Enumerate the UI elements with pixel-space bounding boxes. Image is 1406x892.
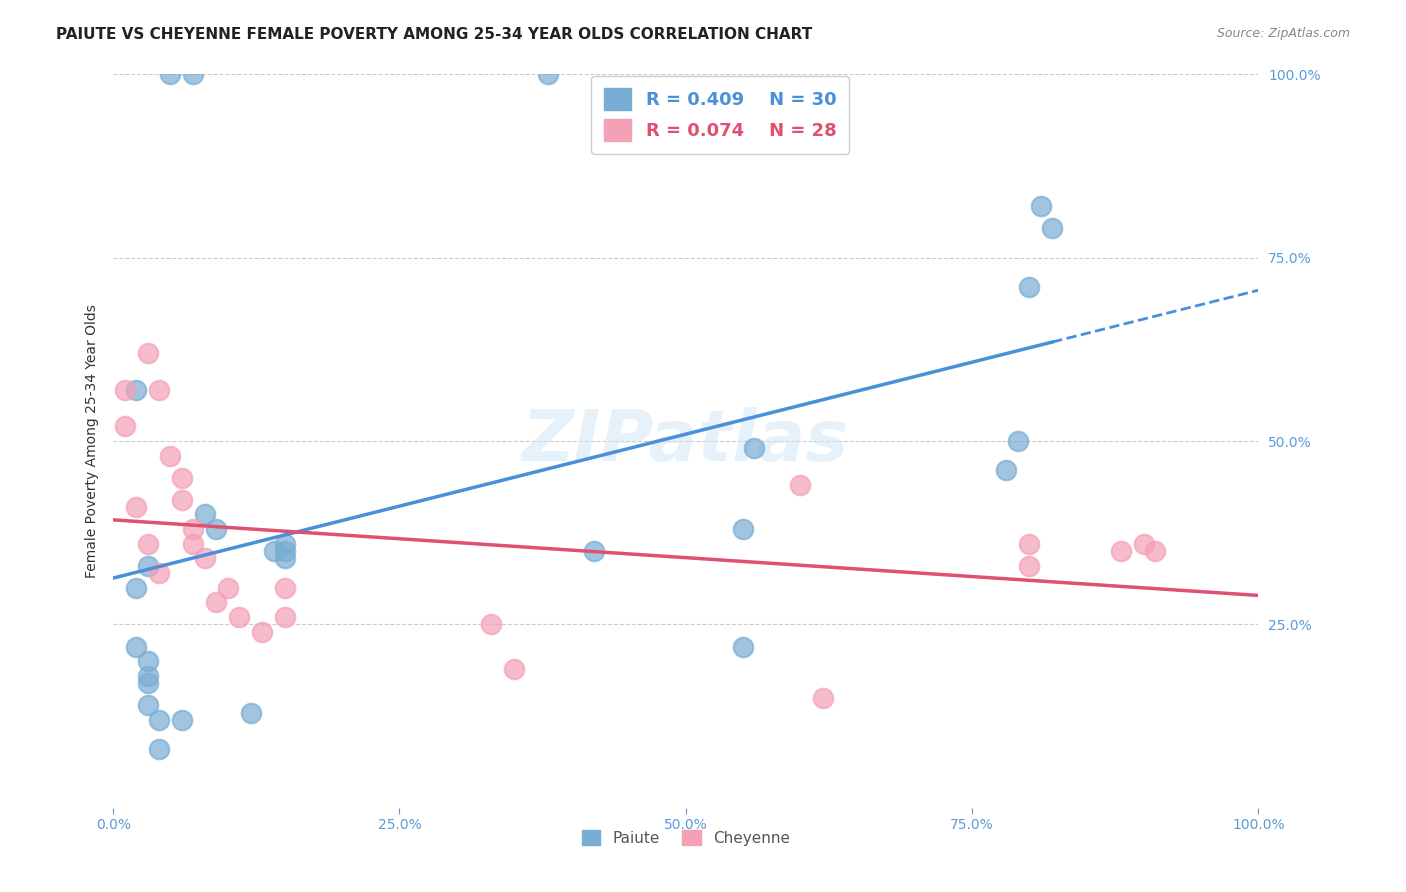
Point <box>1040 221 1063 235</box>
Point <box>274 610 297 624</box>
Point <box>159 449 181 463</box>
Point <box>194 508 217 522</box>
Point <box>114 383 136 397</box>
Point <box>537 67 560 81</box>
Point <box>136 654 159 668</box>
Point <box>148 742 170 756</box>
Point <box>114 419 136 434</box>
Point <box>1029 199 1052 213</box>
Point <box>125 640 148 654</box>
Point <box>194 551 217 566</box>
Point <box>250 624 273 639</box>
Point <box>1007 434 1029 448</box>
Point <box>136 669 159 683</box>
Point <box>170 713 193 727</box>
Text: ZIPatlas: ZIPatlas <box>522 407 849 475</box>
Point <box>205 595 228 609</box>
Point <box>744 442 766 456</box>
Point <box>789 478 811 492</box>
Point <box>136 558 159 573</box>
Point <box>239 706 262 720</box>
Legend: R = 0.409    N = 30, R = 0.074    N = 28: R = 0.409 N = 30, R = 0.074 N = 28 <box>592 76 849 154</box>
Point <box>148 566 170 581</box>
Point <box>228 610 250 624</box>
Point <box>1018 537 1040 551</box>
Point <box>136 346 159 360</box>
Point <box>1144 544 1167 558</box>
Point <box>217 581 239 595</box>
Point <box>136 676 159 690</box>
Point <box>136 698 159 713</box>
Point <box>136 537 159 551</box>
Point <box>125 500 148 514</box>
Point <box>170 471 193 485</box>
Point <box>1018 558 1040 573</box>
Point <box>183 522 205 536</box>
Point <box>274 581 297 595</box>
Point <box>274 551 297 566</box>
Point <box>583 544 606 558</box>
Point <box>995 463 1018 477</box>
Point <box>183 67 205 81</box>
Point <box>811 690 834 705</box>
Point <box>274 537 297 551</box>
Point <box>1133 537 1156 551</box>
Point <box>503 661 526 675</box>
Point <box>1109 544 1132 558</box>
Point <box>159 67 181 81</box>
Point <box>479 617 502 632</box>
Point <box>205 522 228 536</box>
Text: PAIUTE VS CHEYENNE FEMALE POVERTY AMONG 25-34 YEAR OLDS CORRELATION CHART: PAIUTE VS CHEYENNE FEMALE POVERTY AMONG … <box>56 27 813 42</box>
Point <box>170 492 193 507</box>
Y-axis label: Female Poverty Among 25-34 Year Olds: Female Poverty Among 25-34 Year Olds <box>86 304 100 578</box>
Point <box>263 544 285 558</box>
Point <box>274 544 297 558</box>
Text: Source: ZipAtlas.com: Source: ZipAtlas.com <box>1216 27 1350 40</box>
Point <box>1018 280 1040 294</box>
Point <box>731 522 754 536</box>
Point <box>148 383 170 397</box>
Point <box>125 383 148 397</box>
Point <box>731 640 754 654</box>
Point <box>148 713 170 727</box>
Point <box>183 537 205 551</box>
Point <box>125 581 148 595</box>
